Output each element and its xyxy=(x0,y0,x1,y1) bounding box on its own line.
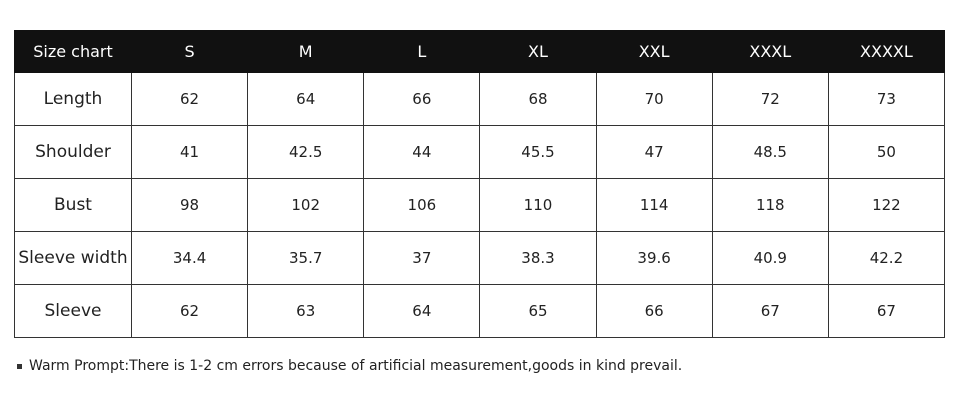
cell: 67 xyxy=(827,284,946,338)
cell: 64 xyxy=(363,284,481,338)
cell: 42.2 xyxy=(827,231,946,285)
cell: 47 xyxy=(595,125,713,179)
cell: 110 xyxy=(479,178,597,232)
cell: 39.6 xyxy=(595,231,713,285)
header-cell: M xyxy=(247,30,365,73)
table-body: Length 62 64 66 68 70 72 73 Shoulder 41 42.5 44 45.5… xyxy=(14,72,946,338)
cell: 67 xyxy=(711,284,829,338)
size-table: Size chart S M L XL XXL XXXL XXXXL Length 62 64 66… xyxy=(14,30,946,338)
cell: 44 xyxy=(363,125,481,179)
cell: 118 xyxy=(711,178,829,232)
note-text: Warm Prompt:There is 1-2 cm errors becau… xyxy=(29,358,683,374)
bullet xyxy=(17,363,22,369)
cell: 64 xyxy=(247,72,365,126)
cell: 41 xyxy=(130,125,249,179)
header-cell: L xyxy=(363,30,481,73)
header-row: Size chart S M L XL XXL XXXL XXXXL xyxy=(14,30,946,73)
table-row: Sleeve 62 63 64 65 66 67 67 xyxy=(14,284,946,338)
row-label: Bust xyxy=(14,178,132,232)
row-label: Length xyxy=(14,72,132,126)
cell: 42.5 xyxy=(247,125,365,179)
cell: 62 xyxy=(130,72,249,126)
table-row: Length 62 64 66 68 70 72 73 xyxy=(14,72,946,126)
cell: 34.4 xyxy=(130,231,249,285)
cell: 48.5 xyxy=(711,125,829,179)
cell: 73 xyxy=(827,72,946,126)
cell: 62 xyxy=(130,284,249,338)
cell: 72 xyxy=(711,72,829,126)
cell: 102 xyxy=(247,178,365,232)
cell: 65 xyxy=(479,284,597,338)
cell: 38.3 xyxy=(479,231,597,285)
cell: 40.9 xyxy=(711,231,829,285)
cell: 35.7 xyxy=(247,231,365,285)
cell: 122 xyxy=(827,178,946,232)
cell: 63 xyxy=(247,284,365,338)
row-label: Sleeve width xyxy=(14,231,132,285)
cell: 106 xyxy=(363,178,481,232)
note: Warm Prompt:There is 1-2 cm errors becau… xyxy=(17,358,682,374)
header-cell: XXL xyxy=(595,30,713,73)
cell: 45.5 xyxy=(479,125,597,179)
header-cell: S xyxy=(130,30,249,73)
row-label: Sleeve xyxy=(14,284,132,338)
table-row: Sleeve width 34.4 35.7 37 38.3 39.6 40.9 42.2 xyxy=(14,231,946,285)
cell: 68 xyxy=(479,72,597,126)
table-row: Shoulder 41 42.5 44 45.5 47 48.5 50 xyxy=(14,125,946,179)
cell: 37 xyxy=(363,231,481,285)
table-row: Bust 98 102 106 110 114 118 122 xyxy=(14,178,946,232)
header-cell: XXXL xyxy=(711,30,829,73)
cell: 114 xyxy=(595,178,713,232)
cell: 70 xyxy=(595,72,713,126)
header-cell: XL xyxy=(479,30,597,73)
cell: 66 xyxy=(595,284,713,338)
cell: 66 xyxy=(363,72,481,126)
cell: 98 xyxy=(130,178,249,232)
header-cell: XXXXL xyxy=(827,30,946,73)
cell: 50 xyxy=(827,125,946,179)
row-label: Shoulder xyxy=(14,125,132,179)
header-cell: Size chart xyxy=(14,30,132,73)
